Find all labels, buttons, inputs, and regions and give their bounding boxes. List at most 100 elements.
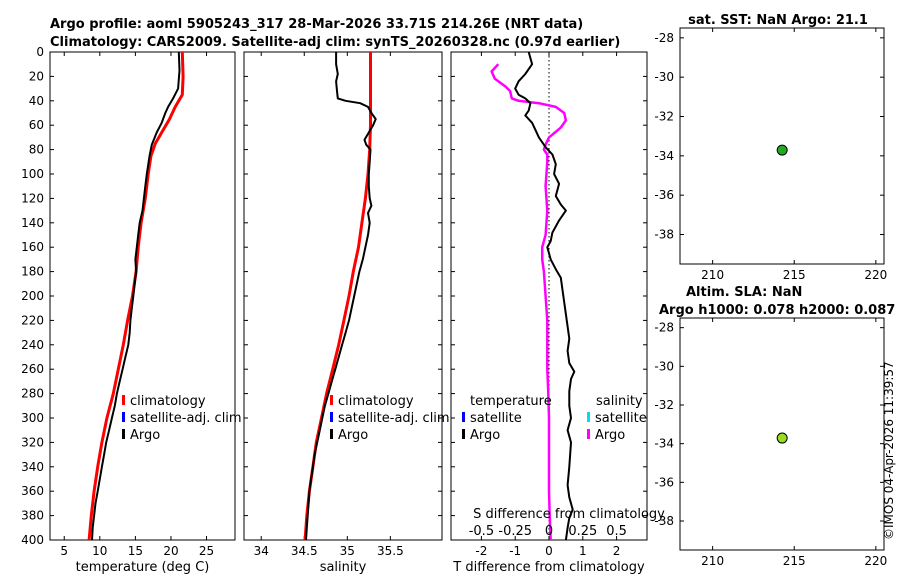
- sla_map-ytick-label: -28: [654, 321, 674, 335]
- sla_map-ytick-label: -30: [654, 359, 674, 373]
- sla_map-ytick-label: -38: [654, 514, 674, 528]
- temperature-legend-0-swatch: [122, 395, 125, 405]
- salinity-xlabel: salinity: [320, 560, 367, 575]
- difference-xtick-label: 2: [613, 544, 621, 558]
- difference-legend-s-satellite-swatch: [587, 412, 590, 422]
- difference-xtick-label: 1: [579, 544, 587, 558]
- temperature-ytick-label: 20: [29, 69, 44, 83]
- difference-legend-s-argo-label: Argo: [595, 428, 625, 443]
- difference-legend-s-argo-swatch: [587, 429, 590, 439]
- sla_map-xtick-label: 210: [701, 554, 724, 568]
- temperature-ytick-label: 160: [21, 240, 44, 254]
- difference-s-tick-label: 0.25: [568, 524, 597, 539]
- salinity-legend-0-swatch: [330, 395, 333, 405]
- sst_map-xtick-label: 210: [701, 268, 724, 282]
- salinity-xtick-label: 35.5: [377, 544, 404, 558]
- difference-xtick-label: 0: [545, 544, 553, 558]
- sla_map-title-1: Argo h1000: 0.078 h2000: 0.087: [659, 303, 895, 318]
- temperature-xtick-label: 10: [92, 544, 107, 558]
- sst_map-ytick-label: -32: [654, 110, 674, 124]
- temperature-ytick-label: 340: [21, 460, 44, 474]
- difference-legend-t-argo-swatch: [462, 429, 465, 439]
- difference-legend-s-satellite-label: satellite: [595, 411, 647, 426]
- salinity-legend-2-swatch: [330, 429, 333, 439]
- sst_map-ytick-label: -30: [654, 70, 674, 84]
- imos-watermark: ©IMOS 04-Apr-2026 11:39:57: [882, 361, 896, 540]
- salinity-panel: 34 34.5 35 35.5 salinity climatology satellite…: [243, 51, 450, 575]
- sla_map-xtick-label: 220: [864, 554, 887, 568]
- temperature-ytick-label: 0: [36, 45, 44, 59]
- salinity-legend-2-label: Argo: [338, 428, 368, 443]
- temperature-ytick-label: 360: [21, 484, 44, 498]
- sla-map-panel: Altim. SLA: NaN Argo h1000: 0.078 h2000: …: [654, 285, 895, 568]
- temperature-ytick-label: 380: [21, 509, 44, 523]
- sst_map-ytick-label: -36: [654, 188, 674, 202]
- temperature-xtick-label: 5: [60, 544, 68, 558]
- title-line-1: Argo profile: aoml 5905243_317 28-Mar-20…: [50, 17, 583, 32]
- sst_map-ytick-label: -34: [654, 149, 674, 163]
- sla_map-argo-point: [776, 432, 788, 444]
- temperature-legend-2-label: Argo: [130, 428, 160, 443]
- difference-series-salinity-Argo: [490, 63, 568, 541]
- temperature-frame: [49, 51, 236, 541]
- sst_map-xtick-label: 215: [783, 268, 806, 282]
- temperature-ytick-label: 80: [29, 143, 44, 157]
- salinity-series-Argo: [305, 52, 377, 541]
- temperature-series-climatology: [87, 51, 185, 541]
- sst-map-panel: sat. SST: NaN Argo: 21.1 -28 -30 -32 -34 -36 -…: [654, 13, 887, 282]
- temperature-xtick-label: 20: [163, 544, 178, 558]
- temperature-ytick-label: 260: [21, 362, 44, 376]
- salinity-xtick-label: 34: [254, 544, 269, 558]
- difference-s-tick-label: -0.25: [498, 524, 532, 539]
- temperature-ytick-label: 320: [21, 435, 44, 449]
- difference-panel: -2 -1 0 1 2 T difference from climatology S di…: [450, 51, 665, 575]
- temperature-panel: 0 20 40 60 80 100 120 140 160 180 200 220 240 260 280 3…: [21, 45, 242, 575]
- temperature-ytick-label: 60: [29, 118, 44, 132]
- difference-series-temperature-Argo: [514, 51, 576, 541]
- sst_map-ytick-label: -38: [654, 228, 674, 242]
- temperature-legend-1-label: satellite-adj. clim: [130, 411, 242, 426]
- salinity-legend-0-label: climatology: [338, 394, 414, 409]
- temperature-xtick-label: 15: [128, 544, 143, 558]
- sla_map-xtick-label: 215: [783, 554, 806, 568]
- difference-xtick-label: -1: [509, 544, 521, 558]
- temperature-ytick-label: 400: [21, 533, 44, 547]
- title-line-2: Climatology: CARS2009. Satellite-adj cli…: [50, 35, 620, 50]
- sla_map-title-0: Altim. SLA: NaN: [686, 285, 802, 300]
- sst_map-ytick-label: -28: [654, 31, 674, 45]
- temperature-ytick-label: 140: [21, 216, 44, 230]
- sla_map-ytick-label: -36: [654, 475, 674, 489]
- sst_map-title-0: sat. SST: NaN Argo: 21.1: [688, 13, 868, 28]
- salinity-legend-1-swatch: [330, 412, 333, 422]
- difference-s-tick-label: 0.5: [606, 524, 627, 539]
- temperature-legend-0-label: climatology: [130, 394, 206, 409]
- temperature-legend-1-swatch: [122, 412, 125, 422]
- temperature-ytick-label: 40: [29, 94, 44, 108]
- sla_map-frame: [679, 317, 885, 551]
- difference-s-tick-label: -0.5: [469, 524, 494, 539]
- difference-xlabel-top: S difference from climatology: [473, 507, 665, 522]
- temperature-legend-2-swatch: [122, 429, 125, 439]
- temperature-ytick-label: 100: [21, 167, 44, 181]
- sst_map-xtick-label: 220: [864, 268, 887, 282]
- salinity-series-climatology: [303, 52, 372, 541]
- sla_map-ytick-label: -34: [654, 437, 674, 451]
- sla_map-ytick-label: -32: [654, 398, 674, 412]
- difference-legend-salinity-header: salinity: [596, 394, 643, 409]
- salinity-legend-1-label: satellite-adj. clim: [338, 411, 450, 426]
- salinity-xtick-label: 35: [340, 544, 355, 558]
- difference-legend-t-argo-label: Argo: [470, 428, 500, 443]
- difference-legend-t-satellite-swatch: [462, 412, 465, 422]
- sst_map-frame: [679, 27, 885, 265]
- difference-legend-temperature-header: temperature: [470, 394, 552, 409]
- temperature-ytick-label: 200: [21, 289, 44, 303]
- temperature-ytick-label: 220: [21, 313, 44, 327]
- temperature-ytick-label: 180: [21, 265, 44, 279]
- salinity-xtick-label: 34.5: [291, 544, 318, 558]
- difference-xlabel: T difference from climatology: [452, 560, 645, 575]
- salinity-frame: [243, 51, 443, 541]
- temperature-ytick-label: 240: [21, 338, 44, 352]
- temperature-xlabel: temperature (deg C): [76, 560, 210, 575]
- sst_map-argo-point: [776, 144, 788, 156]
